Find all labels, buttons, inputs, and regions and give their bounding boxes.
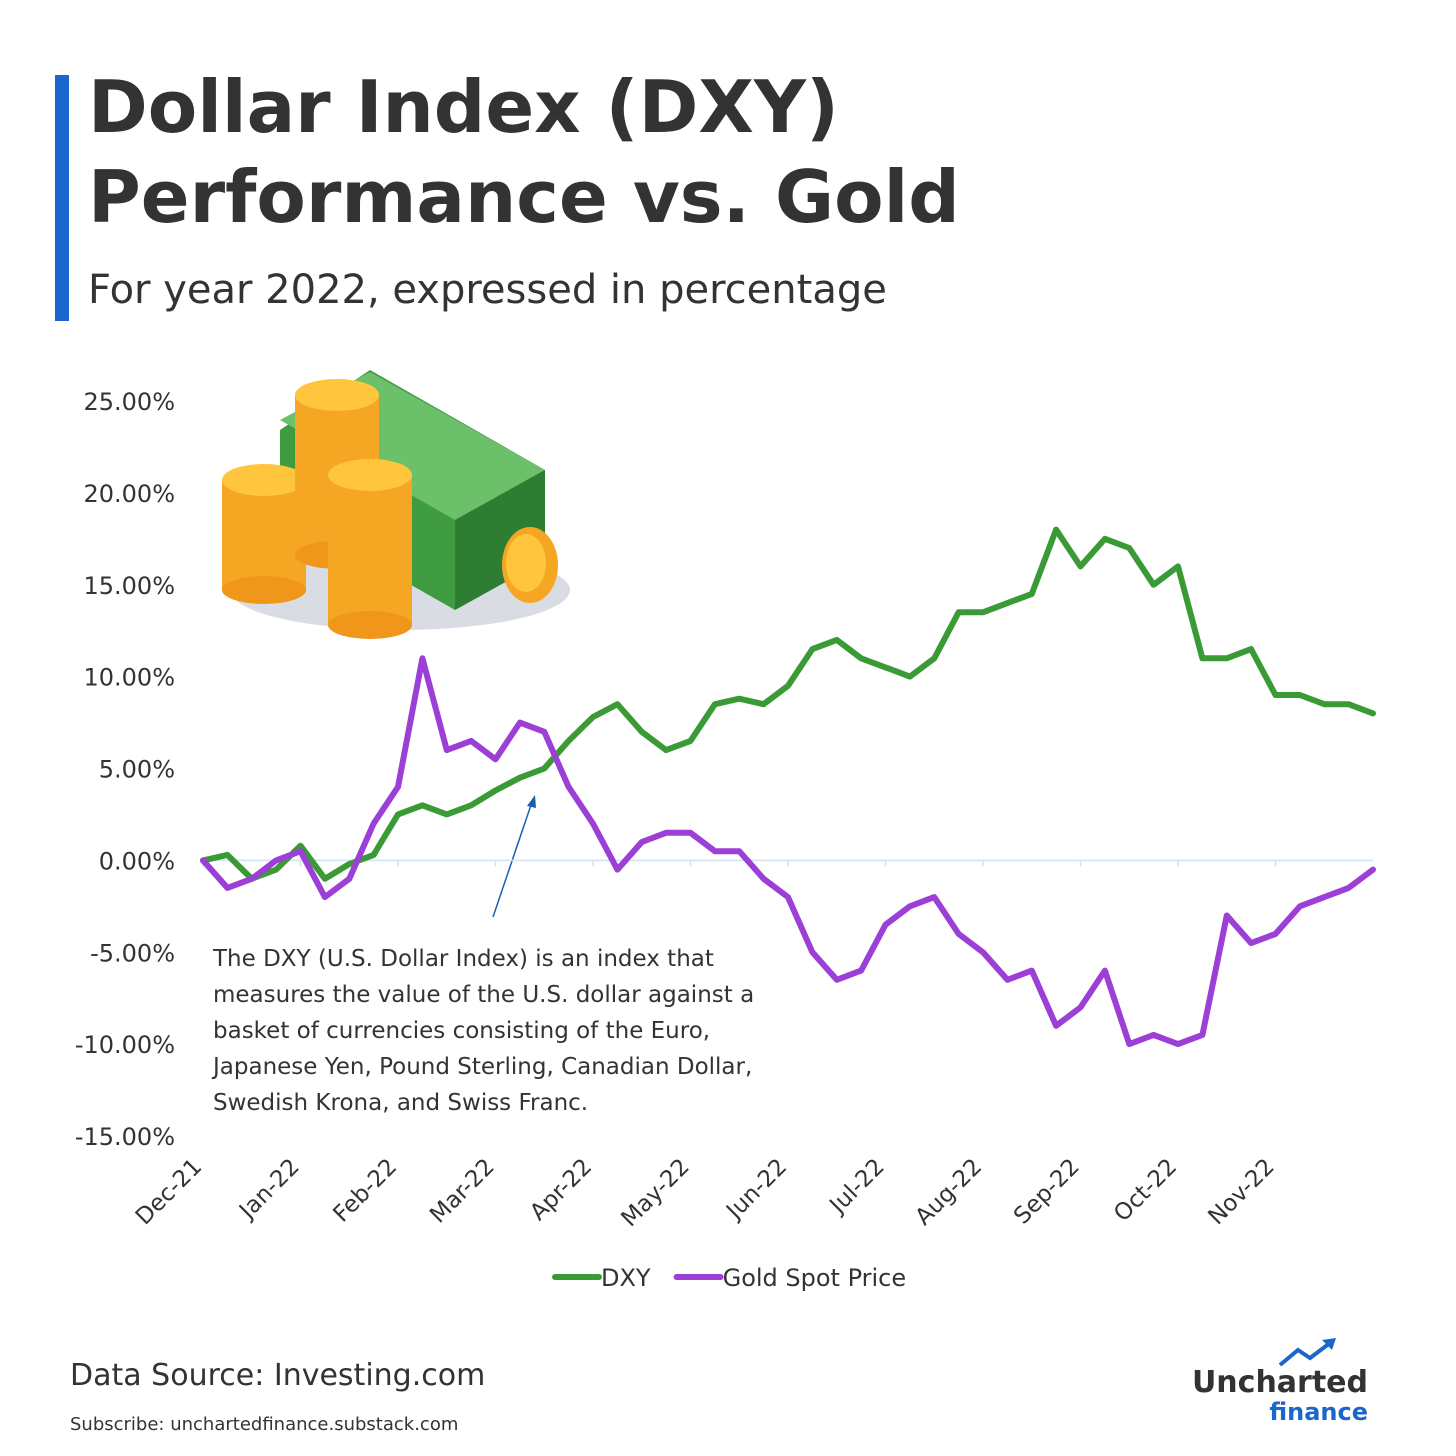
annotation: Swedish Krona, and Swiss Franc. — [213, 1090, 588, 1116]
y-tick-label: -5.00% — [90, 939, 175, 967]
data-line — [200, 655, 1376, 1048]
logo-text: finance — [1269, 1398, 1368, 1426]
chart-title: Dollar Index (DXY) — [88, 65, 839, 149]
legend-label: DXY — [601, 1264, 651, 1292]
x-tick-label: Apr-22 — [525, 1154, 597, 1226]
annotation: Japanese Yen, Pound Sterling, Canadian D… — [211, 1054, 752, 1080]
x-tick-label: Dec-21 — [131, 1154, 207, 1230]
y-tick-label: 5.00% — [99, 756, 175, 784]
annotation: measures the value of the U.S. dollar ag… — [213, 982, 754, 1008]
accent-bar — [55, 75, 69, 321]
x-tick-label: Jun-22 — [720, 1154, 792, 1226]
data-line — [200, 526, 1376, 882]
logo-icon — [1278, 1338, 1336, 1367]
x-tick-label: May-22 — [616, 1154, 694, 1232]
subscribe: Subscribe: unchartedfinance.substack.com — [70, 1414, 458, 1435]
logo-text: Uncharted — [1192, 1365, 1368, 1400]
y-tick-label: -15.00% — [75, 1123, 175, 1151]
x-tick-label: Sep-22 — [1009, 1154, 1085, 1230]
x-tick-label: Aug-22 — [911, 1154, 988, 1231]
y-tick-label: 20.00% — [83, 480, 175, 508]
x-tick-label: Jul-22 — [824, 1154, 890, 1220]
x-tick-label: Jan-22 — [233, 1154, 304, 1225]
y-tick-label: 25.00% — [83, 388, 175, 416]
y-tick-label: 0.00% — [99, 847, 175, 875]
y-tick-label: -10.00% — [75, 1031, 175, 1059]
x-tick-label: Feb-22 — [328, 1154, 402, 1228]
y-tick-label: 10.00% — [83, 664, 175, 692]
annotation: The DXY (U.S. Dollar Index) is an index … — [212, 946, 714, 972]
source: Data Source: Investing.com — [70, 1358, 485, 1393]
chart-subtitle: For year 2022, expressed in percentage — [88, 267, 887, 313]
annotation-arrow — [492, 795, 536, 918]
y-tick-label: 15.00% — [83, 572, 175, 600]
annotation: basket of currencies consisting of the E… — [213, 1018, 710, 1044]
chart-title: Performance vs. Gold — [88, 155, 960, 239]
money-illustration — [222, 370, 570, 639]
legend-label: Gold Spot Price — [723, 1264, 907, 1292]
x-tick-label: Oct-22 — [1109, 1154, 1182, 1227]
x-tick-label: Mar-22 — [425, 1154, 500, 1229]
x-tick-label: Nov-22 — [1203, 1154, 1279, 1230]
